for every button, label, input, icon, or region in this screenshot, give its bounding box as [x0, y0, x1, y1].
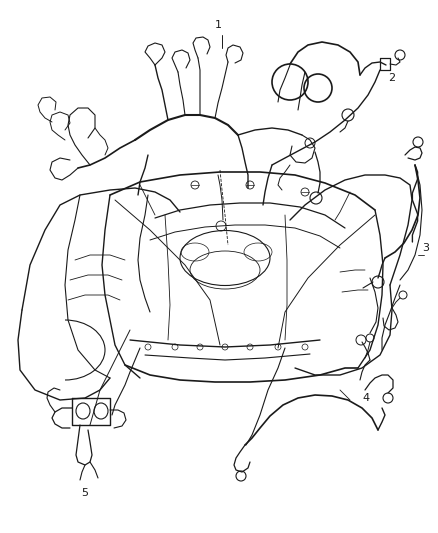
Text: 2: 2: [388, 73, 395, 83]
Text: 4: 4: [362, 393, 369, 403]
Text: 5: 5: [81, 488, 88, 498]
Text: 1: 1: [215, 20, 222, 30]
Text: 3: 3: [422, 243, 429, 253]
